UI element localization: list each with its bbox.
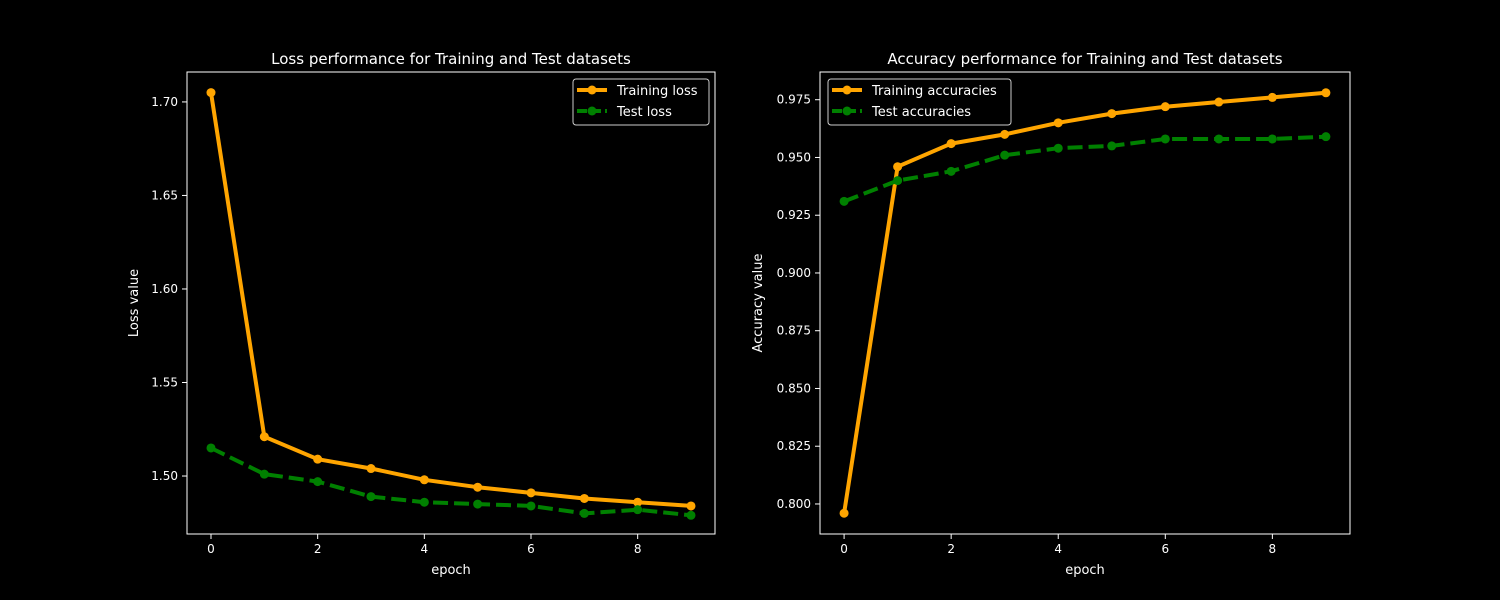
loss-plot-frame <box>186 71 716 535</box>
loss-x-axis-label: epoch <box>431 563 471 578</box>
accuracy-data-point <box>1214 134 1224 144</box>
accuracy-x-tick-label: 2 <box>947 542 955 556</box>
loss-data-point <box>526 488 536 498</box>
accuracy-data-point <box>1160 134 1170 144</box>
loss-data-point <box>259 432 269 442</box>
loss-y-tick-label: 1.70 <box>151 95 178 109</box>
accuracy-x-tick-label: 4 <box>1054 542 1062 556</box>
accuracy-y-tick-label: 0.950 <box>777 150 811 164</box>
loss-data-point <box>579 508 589 518</box>
loss-chart: Loss performance for Training and Test d… <box>127 50 716 578</box>
loss-y-tick-label: 1.55 <box>151 375 178 389</box>
loss-data-point <box>313 477 323 487</box>
accuracy-chart: Accuracy performance for Training and Te… <box>751 50 1351 578</box>
accuracy-y-axis-label: Accuracy value <box>751 254 766 353</box>
accuracy-data-point <box>1267 92 1277 102</box>
accuracy-y-tick-label: 0.800 <box>777 497 811 511</box>
accuracy-x-tick-label: 6 <box>1161 542 1169 556</box>
loss-x-tick-label: 8 <box>634 542 642 556</box>
loss-legend-marker <box>587 106 597 116</box>
accuracy-data-point <box>1321 132 1331 142</box>
accuracy-data-point <box>1053 143 1063 153</box>
accuracy-y-ticks: 0.800 0.825 0.850 0.875 0.900 0.925 0.950 0.975 <box>777 93 820 511</box>
accuracy-data-point <box>1107 141 1117 151</box>
loss-legend-label: Test loss <box>616 105 672 120</box>
accuracy-legend-box <box>827 78 1012 126</box>
accuracy-legend: Training accuracies Test accuracies <box>827 78 1012 126</box>
loss-y-axis-label: Loss value <box>127 269 142 337</box>
loss-data-point <box>473 499 483 509</box>
accuracy-y-tick-label: 0.825 <box>777 439 811 453</box>
loss-x-tick-label: 4 <box>421 542 429 556</box>
loss-series-line <box>209 92 692 508</box>
loss-data-point <box>366 464 376 474</box>
accuracy-x-axis-label: epoch <box>1065 563 1105 578</box>
loss-data-point <box>633 497 643 507</box>
accuracy-series-line <box>842 90 1327 514</box>
accuracy-data-point <box>1000 150 1010 160</box>
loss-data-point <box>313 454 323 464</box>
loss-x-tick-label: 2 <box>314 542 322 556</box>
accuracy-y-tick-label: 0.850 <box>777 381 811 395</box>
accuracy-data-point <box>1214 97 1224 107</box>
accuracy-legend-label: Test accuracies <box>871 105 971 120</box>
accuracy-data-point <box>946 139 956 149</box>
accuracy-data-point <box>1107 109 1117 119</box>
loss-x-tick-label: 6 <box>527 542 535 556</box>
accuracy-series-line <box>843 134 1326 204</box>
loss-data-point <box>686 510 696 520</box>
accuracy-data-point <box>1321 88 1331 98</box>
accuracy-chart-title: Accuracy performance for Training and Te… <box>887 50 1282 68</box>
accuracy-data-point <box>946 166 956 176</box>
accuracy-data-point <box>893 162 903 172</box>
loss-series-line <box>210 446 692 518</box>
accuracy-data-point <box>1000 129 1010 139</box>
accuracy-x-tick-label: 0 <box>840 542 848 556</box>
loss-legend-label: Training loss <box>616 84 698 99</box>
loss-data-point <box>526 501 536 511</box>
loss-legend-marker <box>587 85 597 95</box>
loss-data-point <box>259 469 269 479</box>
loss-x-tick-label: 0 <box>207 542 215 556</box>
loss-data-point <box>419 497 429 507</box>
loss-y-tick-label: 1.65 <box>151 188 178 202</box>
accuracy-x-ticks: 0 2 4 6 8 <box>840 534 1276 556</box>
accuracy-y-tick-label: 0.925 <box>777 208 811 222</box>
accuracy-data-point <box>1160 102 1170 112</box>
loss-y-tick-label: 1.60 <box>151 282 178 296</box>
loss-y-ticks: 1.50 1.55 1.60 1.65 1.70 <box>151 95 187 483</box>
accuracy-series-lines <box>839 88 1331 518</box>
accuracy-legend-label: Training accuracies <box>871 84 997 99</box>
loss-series-lines <box>206 88 696 520</box>
loss-data-point <box>206 88 216 98</box>
accuracy-plot-frame <box>819 71 1351 535</box>
loss-data-point <box>419 475 429 485</box>
accuracy-y-tick-label: 0.875 <box>777 324 811 338</box>
accuracy-data-point <box>839 196 849 206</box>
loss-x-ticks: 0 2 4 6 8 <box>207 534 641 556</box>
accuracy-legend-marker <box>842 85 852 95</box>
loss-y-tick-label: 1.50 <box>151 469 178 483</box>
loss-data-point <box>686 501 696 511</box>
accuracy-x-tick-label: 8 <box>1269 542 1277 556</box>
loss-data-point <box>473 482 483 492</box>
accuracy-y-tick-label: 0.900 <box>777 266 811 280</box>
accuracy-data-point <box>1053 118 1063 128</box>
accuracy-data-point <box>893 176 903 186</box>
loss-data-point <box>366 492 376 502</box>
loss-data-point <box>579 493 589 503</box>
accuracy-data-point <box>839 508 849 518</box>
accuracy-y-tick-label: 0.975 <box>777 93 811 107</box>
loss-data-point <box>633 505 643 515</box>
accuracy-legend-marker <box>842 106 852 116</box>
accuracy-data-point <box>1267 134 1277 144</box>
loss-legend: Training loss Test loss <box>572 78 710 126</box>
loss-data-point <box>206 443 216 453</box>
loss-chart-title: Loss performance for Training and Test d… <box>271 50 631 68</box>
